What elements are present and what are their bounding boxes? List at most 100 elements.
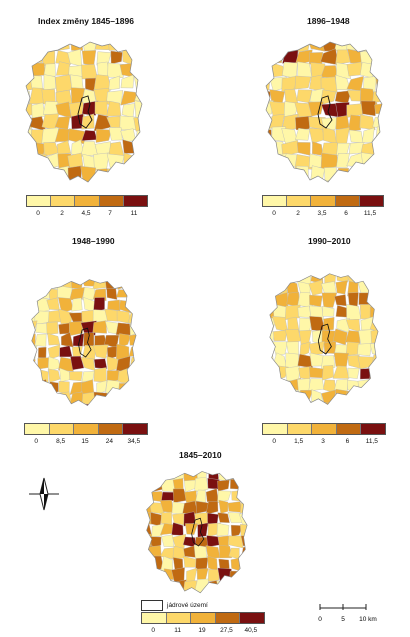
municipality — [37, 390, 49, 406]
municipality — [373, 42, 382, 53]
municipality — [92, 279, 108, 290]
legend-swatch-3 — [335, 196, 360, 206]
municipality — [185, 523, 199, 535]
municipality — [345, 401, 358, 405]
panel-2-legend — [262, 195, 384, 207]
municipality — [269, 403, 275, 405]
municipality — [359, 62, 375, 79]
municipality — [347, 89, 361, 102]
panel-2-title: 1896–1948 — [307, 16, 350, 26]
municipality — [239, 580, 248, 593]
municipality — [269, 273, 277, 282]
municipality — [350, 180, 364, 182]
municipality — [160, 511, 172, 525]
panel-1-title: Index změny 1845–1896 — [38, 16, 134, 26]
municipality — [26, 50, 34, 66]
municipality — [149, 471, 162, 482]
municipality — [133, 116, 142, 132]
municipality — [28, 42, 45, 53]
municipality — [347, 114, 361, 132]
municipality — [271, 153, 287, 168]
municipality — [95, 404, 108, 406]
municipality — [92, 320, 107, 334]
legend-tick: 11,5 — [365, 438, 378, 445]
municipality — [34, 333, 47, 347]
municipality — [133, 48, 142, 65]
municipality — [361, 127, 375, 143]
municipality — [371, 389, 379, 405]
municipality — [182, 591, 197, 593]
municipality — [360, 167, 378, 181]
municipality — [110, 50, 123, 65]
municipality — [297, 305, 312, 318]
municipality — [309, 352, 324, 367]
municipality — [128, 343, 137, 357]
municipality — [372, 114, 382, 130]
municipality — [240, 591, 248, 593]
municipality — [81, 183, 97, 188]
municipality — [205, 488, 219, 503]
municipality — [67, 179, 84, 182]
municipality — [115, 322, 133, 336]
municipality — [227, 535, 244, 549]
municipality — [106, 407, 120, 411]
region-border — [265, 41, 383, 183]
municipality — [34, 286, 50, 300]
municipality — [81, 403, 96, 406]
municipality — [183, 556, 198, 568]
municipality — [107, 181, 123, 182]
municipality — [195, 593, 207, 598]
legend-tick: 0 — [34, 438, 38, 445]
legend-swatch-3 — [336, 424, 362, 434]
municipality — [217, 512, 230, 523]
panel-1-legend — [26, 195, 148, 207]
municipality — [284, 304, 301, 320]
municipality — [54, 128, 70, 142]
panel-5-ticks: 0 11 19 27,5 40,5 — [141, 627, 263, 637]
municipality — [94, 100, 108, 116]
municipality — [162, 471, 174, 479]
legend-tick: 11 — [130, 210, 138, 217]
municipality — [133, 180, 142, 182]
municipality — [70, 42, 83, 51]
panel-4-title: 1990–2010 — [308, 236, 351, 246]
municipality — [266, 61, 274, 78]
municipality — [231, 490, 242, 502]
legend-tick: 7 — [108, 210, 112, 217]
municipality — [70, 355, 85, 371]
municipality — [295, 179, 310, 182]
municipality — [42, 42, 60, 52]
municipality — [282, 61, 298, 79]
municipality — [172, 488, 188, 504]
municipality — [146, 590, 153, 593]
municipality — [31, 320, 38, 337]
municipality — [26, 90, 30, 104]
municipality — [309, 366, 325, 379]
municipality — [376, 141, 382, 157]
municipality — [149, 579, 165, 593]
municipality — [335, 115, 350, 130]
municipality — [105, 379, 121, 394]
municipality — [26, 76, 34, 92]
legend-swatch-1 — [166, 613, 192, 623]
municipality — [69, 371, 83, 382]
municipality — [217, 567, 232, 582]
panel-4-map — [269, 273, 379, 405]
municipality — [31, 369, 39, 382]
legend-swatch-2 — [191, 613, 216, 623]
municipality — [93, 152, 110, 171]
municipality — [135, 139, 142, 158]
core-territory-label: jádrové území — [167, 602, 208, 609]
municipality — [31, 333, 36, 349]
legend-swatch-1 — [287, 424, 313, 434]
municipality — [69, 321, 83, 337]
core-territory-outline — [191, 517, 205, 547]
legend-tick: 6 — [344, 210, 348, 217]
core-territory-legend: jádrové území — [141, 600, 208, 611]
municipality — [346, 304, 362, 321]
municipality — [26, 103, 34, 117]
municipality — [37, 402, 50, 406]
municipality — [272, 341, 288, 356]
municipality — [372, 167, 382, 182]
municipality — [43, 63, 56, 77]
